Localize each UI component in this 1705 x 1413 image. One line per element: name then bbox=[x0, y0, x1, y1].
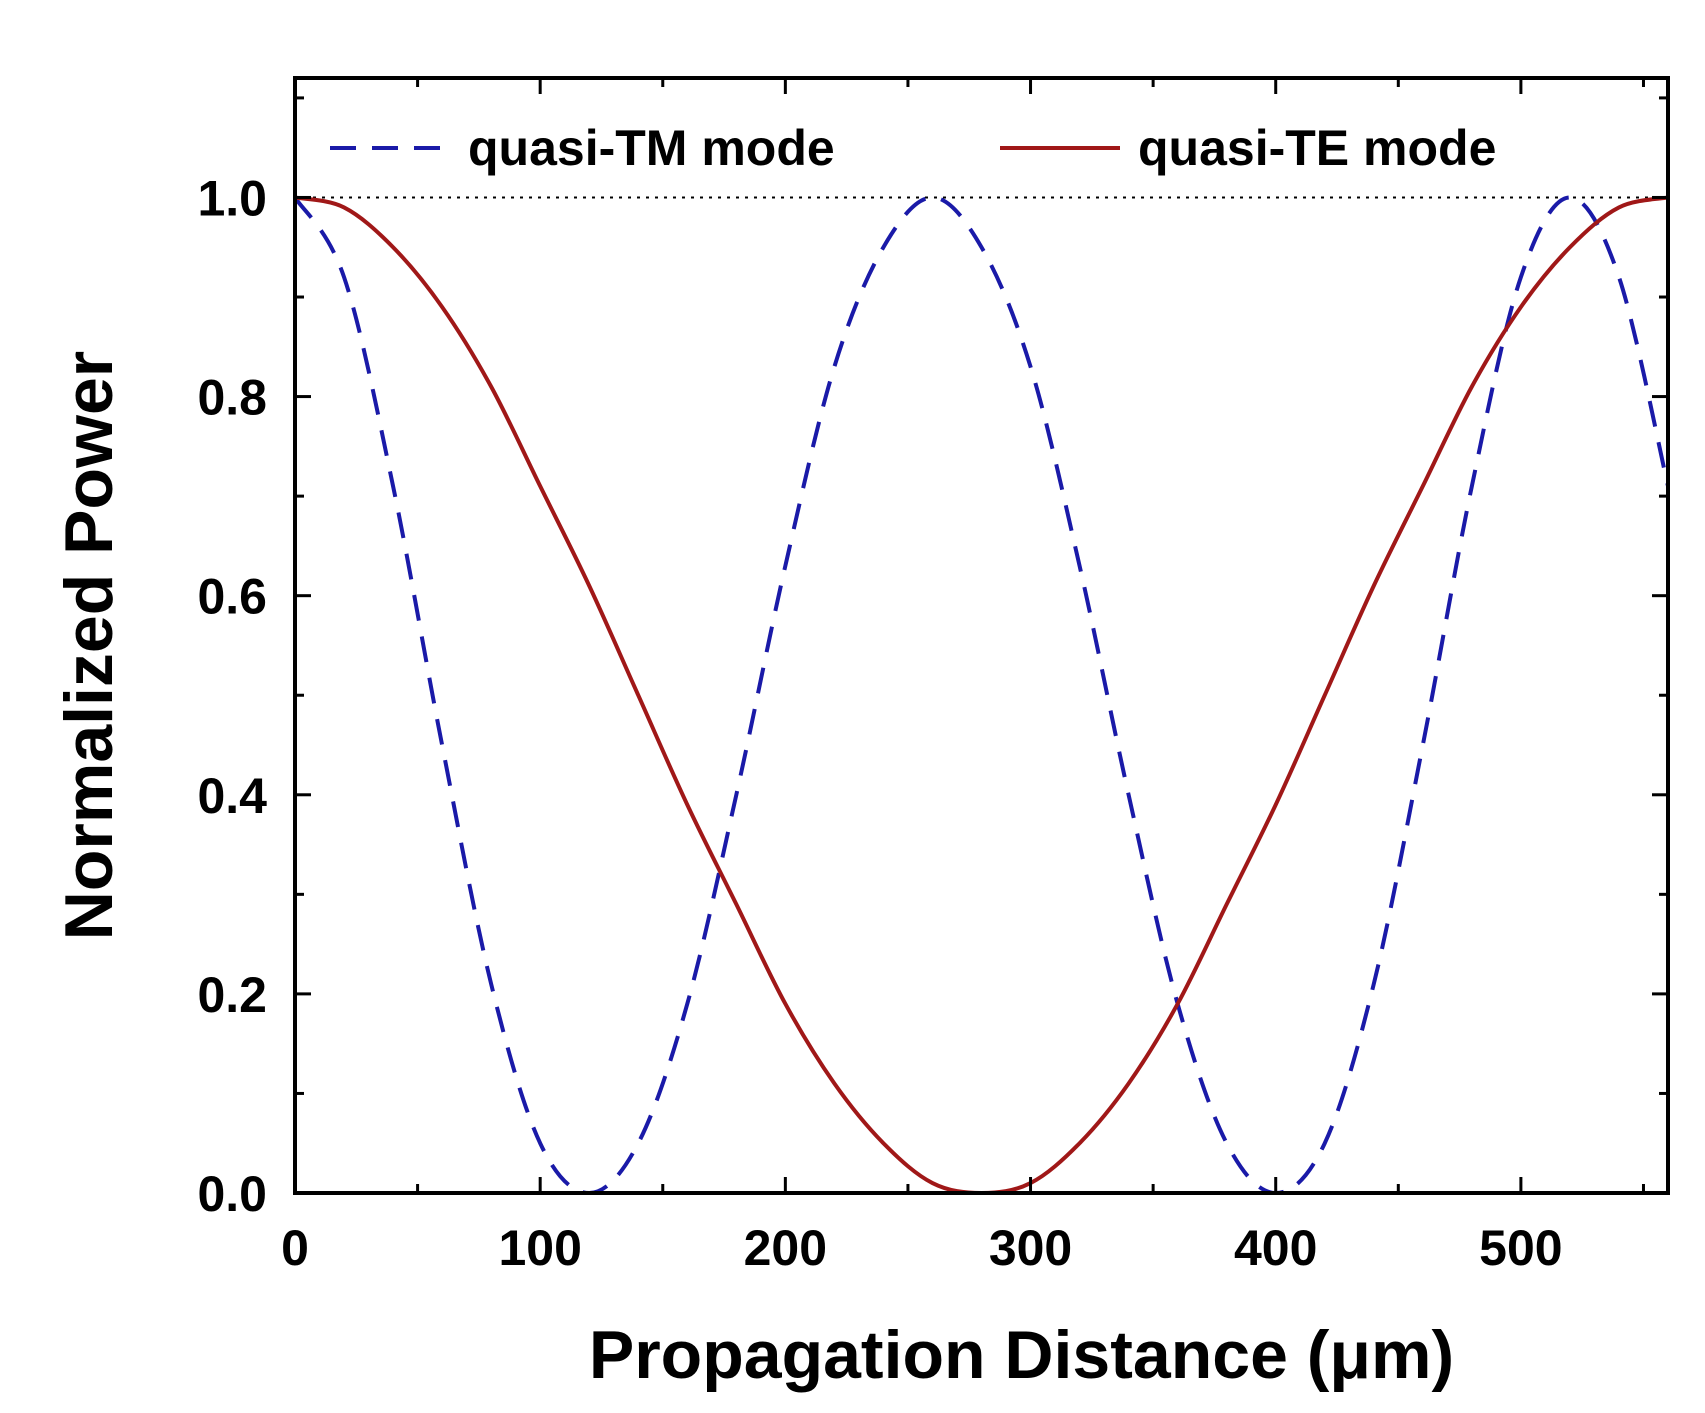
plot-area bbox=[295, 195, 1668, 1193]
y-tick-label: 0.2 bbox=[197, 967, 267, 1023]
x-tick-label: 100 bbox=[498, 1220, 581, 1276]
legend-label: quasi-TE mode bbox=[1138, 120, 1496, 176]
series-line-quasi-tm bbox=[295, 195, 1668, 1193]
legend-item-quasi-tm: quasi-TM mode bbox=[330, 120, 835, 176]
x-tick-label: 300 bbox=[989, 1220, 1072, 1276]
x-tick-label: 200 bbox=[744, 1220, 827, 1276]
legend-label: quasi-TM mode bbox=[468, 120, 835, 176]
y-tick-label: 0.8 bbox=[197, 370, 267, 426]
y-tick-label: 0.0 bbox=[197, 1166, 267, 1222]
x-axis-label: Propagation Distance (μm) bbox=[589, 1317, 1454, 1393]
legend-item-quasi-te: quasi-TE mode bbox=[1000, 120, 1496, 176]
y-tick-label: 1.0 bbox=[197, 170, 267, 226]
y-tick-label: 0.6 bbox=[197, 569, 267, 625]
x-tick-label: 400 bbox=[1234, 1220, 1317, 1276]
plot-frame bbox=[293, 76, 1670, 1195]
y-axis-label: Normalized Power bbox=[51, 351, 127, 941]
x-tick-label: 0 bbox=[281, 1220, 309, 1276]
legend: quasi-TM mode quasi-TE mode bbox=[330, 120, 1496, 176]
x-tick-label: 500 bbox=[1479, 1220, 1562, 1276]
series-line-quasi-te bbox=[295, 195, 1668, 1193]
axes: 0 100 200 300 400 500 0.0 0.2 0.4 0.6 0.8 1.0 bbox=[197, 76, 1670, 1276]
y-tick-label: 0.4 bbox=[197, 768, 267, 824]
